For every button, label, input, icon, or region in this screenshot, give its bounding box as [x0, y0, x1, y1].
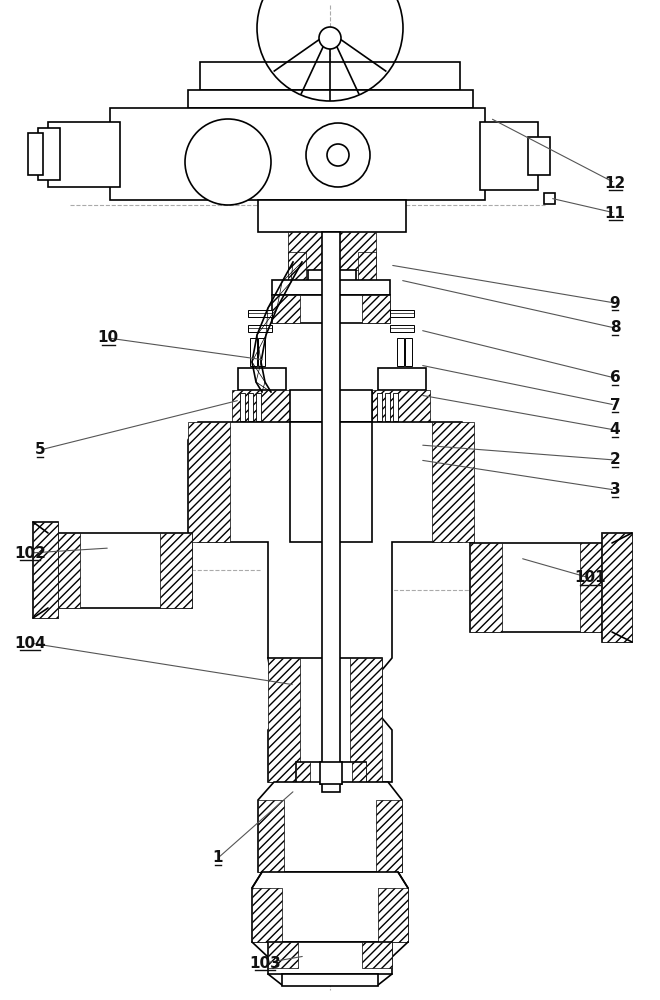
Polygon shape: [252, 872, 408, 942]
Bar: [272, 295, 390, 323]
Text: 101: 101: [574, 570, 606, 585]
Bar: [248, 310, 272, 317]
Bar: [48, 533, 80, 608]
Bar: [358, 252, 376, 300]
Polygon shape: [258, 782, 402, 872]
Bar: [376, 800, 402, 872]
Bar: [288, 252, 306, 300]
Bar: [378, 368, 426, 390]
Bar: [432, 422, 474, 542]
Bar: [258, 800, 284, 872]
Bar: [352, 762, 366, 784]
Bar: [378, 888, 408, 942]
Bar: [296, 762, 310, 784]
Bar: [390, 325, 414, 332]
Bar: [256, 393, 261, 421]
Circle shape: [306, 123, 370, 187]
Bar: [240, 393, 245, 421]
Bar: [268, 942, 392, 974]
Bar: [238, 368, 286, 390]
Bar: [38, 128, 60, 180]
Bar: [282, 974, 378, 986]
Text: 6: 6: [610, 370, 620, 385]
Bar: [48, 122, 120, 187]
Bar: [248, 325, 272, 332]
Bar: [288, 232, 376, 270]
Bar: [200, 62, 460, 90]
Polygon shape: [602, 533, 632, 642]
Bar: [544, 193, 555, 204]
Bar: [188, 422, 230, 542]
Text: 7: 7: [610, 397, 620, 412]
Bar: [252, 888, 282, 942]
Bar: [470, 543, 502, 632]
Text: 3: 3: [610, 483, 620, 497]
Polygon shape: [268, 658, 392, 782]
Bar: [268, 658, 300, 782]
Bar: [258, 200, 406, 232]
Text: 103: 103: [249, 956, 281, 970]
Bar: [405, 338, 412, 366]
Circle shape: [185, 119, 271, 205]
Bar: [248, 393, 253, 421]
Bar: [372, 390, 430, 422]
Bar: [528, 137, 550, 175]
Bar: [232, 390, 290, 422]
Bar: [322, 232, 340, 792]
Bar: [480, 122, 538, 190]
Polygon shape: [188, 422, 472, 670]
Bar: [350, 658, 382, 782]
Bar: [362, 942, 392, 968]
Text: 9: 9: [610, 296, 620, 310]
Text: 10: 10: [98, 330, 119, 346]
Bar: [362, 295, 390, 323]
Bar: [308, 270, 356, 288]
Bar: [393, 393, 398, 421]
Bar: [580, 543, 612, 632]
Bar: [250, 338, 257, 366]
Bar: [385, 393, 390, 421]
Bar: [377, 393, 382, 421]
Bar: [290, 390, 372, 422]
Bar: [160, 533, 192, 608]
Bar: [28, 133, 43, 175]
Circle shape: [319, 27, 341, 49]
Text: 2: 2: [610, 452, 620, 468]
Bar: [296, 762, 366, 784]
Text: 11: 11: [605, 206, 626, 221]
Text: 104: 104: [14, 636, 46, 650]
Bar: [188, 90, 473, 108]
Bar: [110, 108, 485, 200]
Polygon shape: [470, 543, 612, 632]
Bar: [33, 522, 58, 618]
Bar: [320, 762, 342, 784]
Text: 102: 102: [14, 546, 46, 560]
Bar: [272, 280, 390, 295]
Bar: [390, 310, 414, 317]
Text: 1: 1: [213, 850, 223, 865]
Bar: [258, 338, 265, 366]
Text: 4: 4: [610, 422, 620, 438]
Bar: [272, 295, 300, 323]
Circle shape: [327, 144, 349, 166]
Polygon shape: [48, 533, 192, 608]
Bar: [268, 942, 298, 968]
Text: 12: 12: [605, 176, 626, 190]
Bar: [602, 533, 632, 642]
Bar: [397, 338, 404, 366]
Text: 5: 5: [35, 442, 46, 458]
Text: 8: 8: [610, 320, 620, 336]
Bar: [290, 422, 372, 542]
Polygon shape: [33, 522, 58, 618]
